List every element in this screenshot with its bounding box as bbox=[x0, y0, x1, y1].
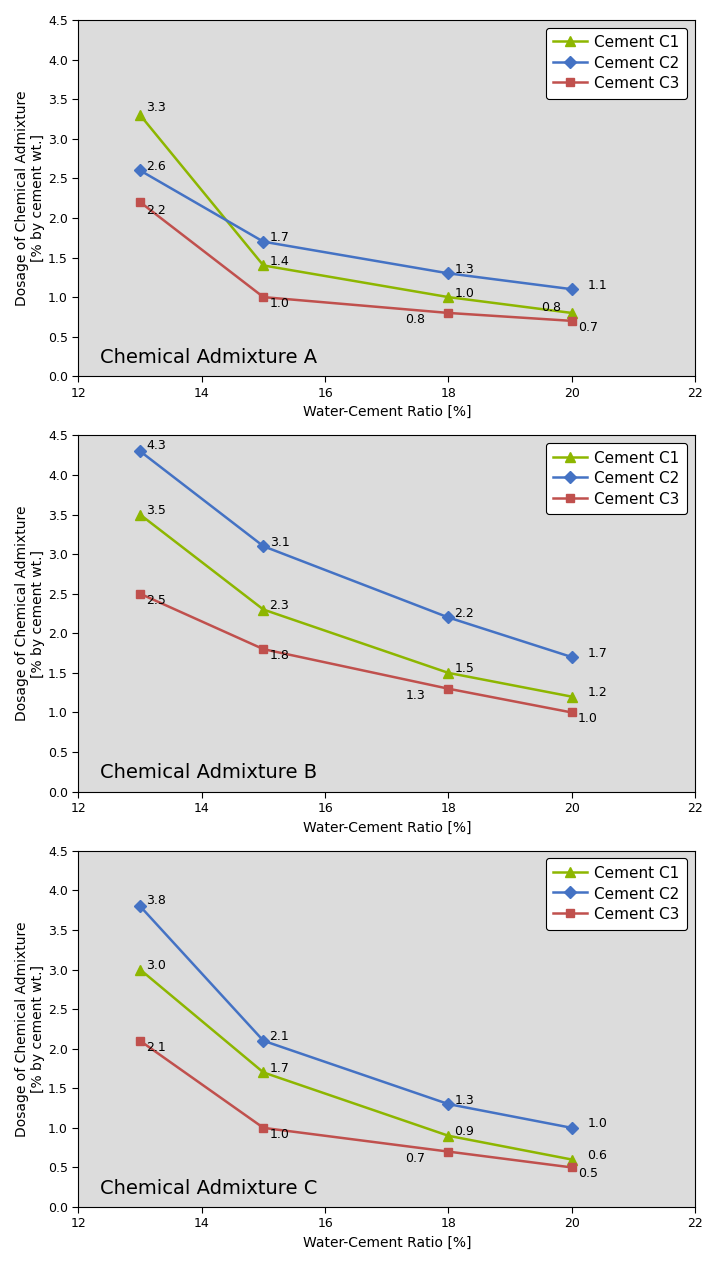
Cement C3 bbox=[136, 195, 144, 210]
Cement C3 bbox=[444, 305, 453, 320]
Cement C3 bbox=[259, 290, 268, 305]
Cement C3 bbox=[444, 1144, 453, 1159]
Text: 2.2: 2.2 bbox=[146, 204, 166, 216]
Line: Cement C3: Cement C3 bbox=[136, 589, 576, 717]
Cement C1 bbox=[136, 961, 144, 977]
Cement C3 bbox=[259, 1121, 268, 1136]
Text: 1.0: 1.0 bbox=[269, 297, 289, 310]
Text: 1.7: 1.7 bbox=[269, 1063, 289, 1075]
Cement C3 bbox=[567, 1160, 576, 1175]
Text: 1.5: 1.5 bbox=[454, 663, 475, 676]
Text: 1.0: 1.0 bbox=[578, 711, 598, 725]
Cement C1 bbox=[444, 1128, 453, 1144]
Line: Cement C1: Cement C1 bbox=[135, 510, 577, 702]
Cement C1 bbox=[444, 665, 453, 681]
Text: 0.8: 0.8 bbox=[541, 301, 561, 314]
Line: Cement C3: Cement C3 bbox=[136, 1036, 576, 1171]
Cement C2 bbox=[444, 266, 453, 281]
Text: 2.1: 2.1 bbox=[146, 1041, 166, 1055]
Text: 2.1: 2.1 bbox=[269, 1030, 289, 1044]
Text: 1.3: 1.3 bbox=[454, 1094, 475, 1107]
Line: Cement C2: Cement C2 bbox=[136, 902, 576, 1132]
Text: Chemical Admixture A: Chemical Admixture A bbox=[100, 348, 317, 367]
Cement C3 bbox=[444, 681, 453, 696]
Text: 2.2: 2.2 bbox=[454, 607, 475, 620]
Cement C1 bbox=[567, 305, 576, 320]
Text: 1.2: 1.2 bbox=[587, 686, 607, 700]
Text: 2.3: 2.3 bbox=[269, 600, 289, 612]
Text: 1.0: 1.0 bbox=[454, 287, 475, 300]
Cement C2 bbox=[567, 282, 576, 297]
Legend: Cement C1, Cement C2, Cement C3: Cement C1, Cement C2, Cement C3 bbox=[546, 28, 688, 99]
Text: 1.4: 1.4 bbox=[269, 256, 289, 268]
X-axis label: Water-Cement Ratio [%]: Water-Cement Ratio [%] bbox=[302, 405, 471, 419]
Line: Cement C3: Cement C3 bbox=[136, 197, 576, 325]
Text: 2.5: 2.5 bbox=[146, 593, 166, 606]
Y-axis label: Dosage of Chemical Admixture
[% by cement wt.]: Dosage of Chemical Admixture [% by cemen… bbox=[15, 921, 45, 1137]
Cement C1 bbox=[444, 290, 453, 305]
Cement C1 bbox=[259, 1065, 268, 1080]
Cement C2 bbox=[136, 163, 144, 178]
Text: 1.8: 1.8 bbox=[269, 649, 289, 662]
Text: 4.3: 4.3 bbox=[146, 439, 166, 452]
Text: 3.5: 3.5 bbox=[146, 503, 166, 517]
Cement C3 bbox=[259, 641, 268, 657]
Cement C2 bbox=[444, 1097, 453, 1112]
Text: 0.7: 0.7 bbox=[578, 321, 598, 334]
Text: 1.3: 1.3 bbox=[454, 263, 475, 276]
Cement C2 bbox=[444, 610, 453, 625]
Y-axis label: Dosage of Chemical Admixture
[% by cement wt.]: Dosage of Chemical Admixture [% by cemen… bbox=[15, 90, 45, 306]
Text: 1.0: 1.0 bbox=[587, 1117, 607, 1131]
Text: 0.9: 0.9 bbox=[454, 1126, 475, 1138]
Cement C2 bbox=[259, 539, 268, 554]
Text: 1.7: 1.7 bbox=[269, 231, 289, 244]
Text: 1.0: 1.0 bbox=[269, 1128, 289, 1141]
Line: Cement C2: Cement C2 bbox=[136, 447, 576, 662]
Text: 3.0: 3.0 bbox=[146, 959, 166, 972]
Cement C2 bbox=[136, 444, 144, 459]
Text: 1.3: 1.3 bbox=[405, 688, 425, 702]
Text: 3.3: 3.3 bbox=[146, 101, 166, 114]
Cement C3 bbox=[136, 586, 144, 601]
Text: 3.1: 3.1 bbox=[269, 536, 289, 549]
Cement C2 bbox=[136, 898, 144, 913]
Cement C1 bbox=[259, 602, 268, 617]
Text: 1.1: 1.1 bbox=[587, 278, 607, 292]
Text: 0.8: 0.8 bbox=[405, 312, 425, 326]
Text: 0.6: 0.6 bbox=[587, 1149, 607, 1163]
Text: 0.5: 0.5 bbox=[578, 1168, 598, 1180]
Cement C3 bbox=[136, 1034, 144, 1049]
Cement C1 bbox=[259, 258, 268, 273]
Line: Cement C2: Cement C2 bbox=[136, 166, 576, 293]
Line: Cement C1: Cement C1 bbox=[135, 110, 577, 318]
Cement C2 bbox=[259, 1034, 268, 1049]
Text: 3.8: 3.8 bbox=[146, 894, 166, 907]
X-axis label: Water-Cement Ratio [%]: Water-Cement Ratio [%] bbox=[302, 1236, 471, 1250]
Line: Cement C1: Cement C1 bbox=[135, 965, 577, 1164]
Cement C3 bbox=[567, 314, 576, 329]
Cement C1 bbox=[567, 1152, 576, 1168]
Text: 0.7: 0.7 bbox=[405, 1152, 425, 1165]
Cement C2 bbox=[567, 649, 576, 664]
Text: Chemical Admixture B: Chemical Admixture B bbox=[100, 763, 317, 782]
Cement C2 bbox=[259, 234, 268, 249]
Cement C3 bbox=[567, 705, 576, 720]
Cement C1 bbox=[136, 507, 144, 522]
Text: 2.6: 2.6 bbox=[146, 159, 166, 173]
Text: 1.7: 1.7 bbox=[587, 646, 607, 659]
Cement C1 bbox=[567, 689, 576, 705]
Legend: Cement C1, Cement C2, Cement C3: Cement C1, Cement C2, Cement C3 bbox=[546, 443, 688, 514]
Text: Chemical Admixture C: Chemical Admixture C bbox=[100, 1179, 317, 1198]
X-axis label: Water-Cement Ratio [%]: Water-Cement Ratio [%] bbox=[302, 821, 471, 835]
Cement C1 bbox=[136, 108, 144, 123]
Cement C2 bbox=[567, 1121, 576, 1136]
Y-axis label: Dosage of Chemical Admixture
[% by cement wt.]: Dosage of Chemical Admixture [% by cemen… bbox=[15, 506, 45, 721]
Legend: Cement C1, Cement C2, Cement C3: Cement C1, Cement C2, Cement C3 bbox=[546, 859, 688, 930]
